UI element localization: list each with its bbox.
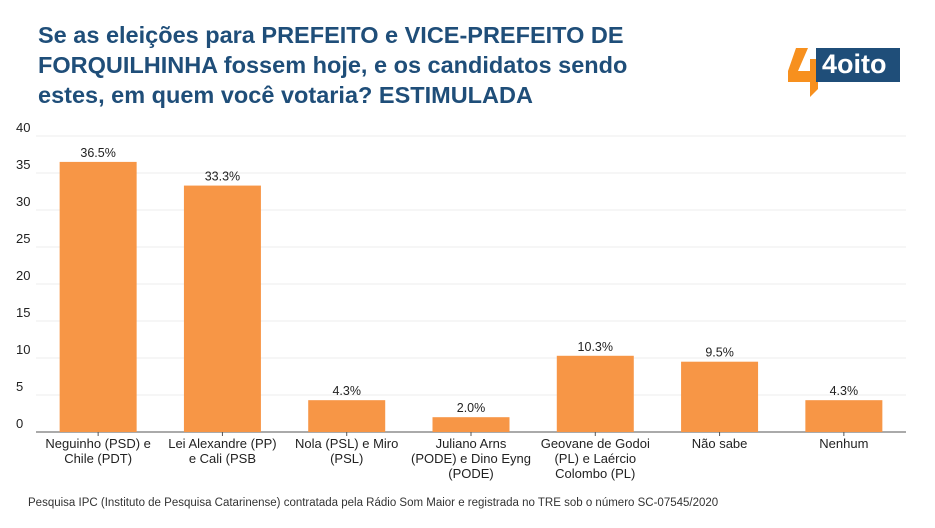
title-line-2: FORQUILHINHA fossem hoje, e os candidato… [38,52,628,78]
data-label: 4.3% [332,384,361,398]
y-tick-label: 15 [16,305,30,320]
source-footnote: Pesquisa IPC (Instituto de Pesquisa Cata… [28,497,719,509]
bar [681,361,759,432]
bar-chart: 0 5 10 15 20 25 30 35 40 36.5% Neguinho (PSD) e Chi… [16,120,906,481]
x-tick-label: Nenhum [819,436,868,451]
x-tick-label: Não sabe [692,436,748,451]
y-tick-label: 0 [16,416,23,431]
y-tick-label: 25 [16,231,30,246]
data-label: 2.0% [457,401,486,415]
y-tick-label: 10 [16,342,30,357]
bar [308,400,386,432]
title-line-1: Se as eleições para PREFEITO e VICE-PREF… [38,22,624,48]
x-tick-label: Neguinho (PSD) e Chile (PDT) [45,436,151,466]
bar [805,400,883,432]
y-tick-label: 30 [16,194,30,209]
x-tick-label: Lei Alexandre (PP) e Cali (PSB [168,436,276,466]
chart-title: Se as eleições para PREFEITO e VICE-PREF… [38,20,738,110]
x-tick-label: Nola (PSL) e Miro (PSL) [295,436,398,466]
bar [556,355,634,432]
data-label: 4.3% [830,384,859,398]
logo-text: 4oito [816,48,900,82]
x-tick-label: Juliano Arns (PODE) e Dino Eyng (PODE) [411,436,531,481]
y-tick-label: 5 [16,379,23,394]
x-tick-label: Geovane de Godoi (PL) e Laércio Colombo (P… [541,436,650,481]
title-line-3: estes, em quem você votaria? ESTIMULADA [38,82,533,108]
y-tick-label: 35 [16,157,30,172]
bar [183,185,261,432]
data-label: 36.5% [80,146,115,160]
data-label: 9.5% [705,346,734,360]
y-tick-label: 20 [16,268,30,283]
data-label: 33.3% [205,170,240,184]
y-tick-label: 40 [16,120,30,135]
brand-logo: 4oito [786,45,902,97]
bar [432,417,510,432]
data-label: 10.3% [578,340,613,354]
bar [59,161,137,432]
